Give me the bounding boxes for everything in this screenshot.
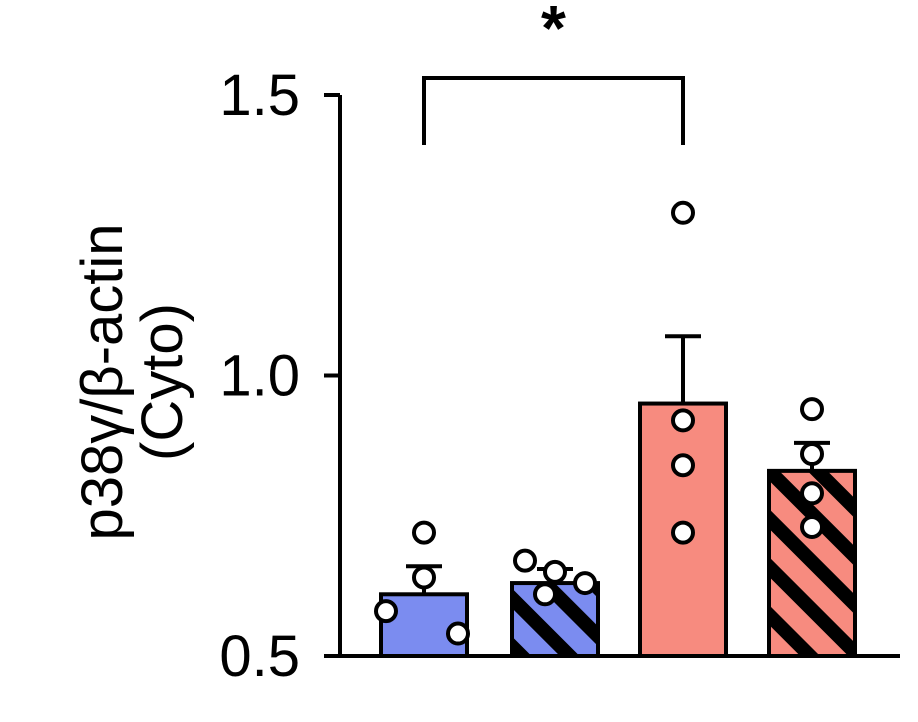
data-point (800, 481, 824, 506)
data-point (533, 582, 557, 607)
data-point (671, 408, 695, 433)
data-point (446, 621, 470, 646)
y-tick-label: 1.0 (219, 344, 300, 409)
data-point (412, 520, 436, 545)
plot-area: 0.5 1.0 1.5 * (219, 0, 900, 689)
data-point (671, 453, 695, 478)
y-tick-label: 0.5 (219, 624, 300, 689)
data-point (374, 599, 398, 624)
data-point (671, 200, 695, 225)
data-point (513, 548, 537, 573)
data-point (800, 442, 824, 467)
data-point (573, 571, 597, 596)
data-point (543, 559, 567, 584)
data-point (412, 565, 436, 590)
y-axis-label-line1: p38γ/β-actin (70, 223, 135, 540)
data-point (671, 520, 695, 545)
significance-label: * (541, 0, 566, 64)
data-point (800, 397, 824, 422)
significance-bracket (422, 76, 685, 145)
y-tick-label: 1.5 (219, 63, 300, 128)
data-point (800, 514, 824, 539)
y-axis-label-line2: (Cyto) (130, 303, 195, 461)
